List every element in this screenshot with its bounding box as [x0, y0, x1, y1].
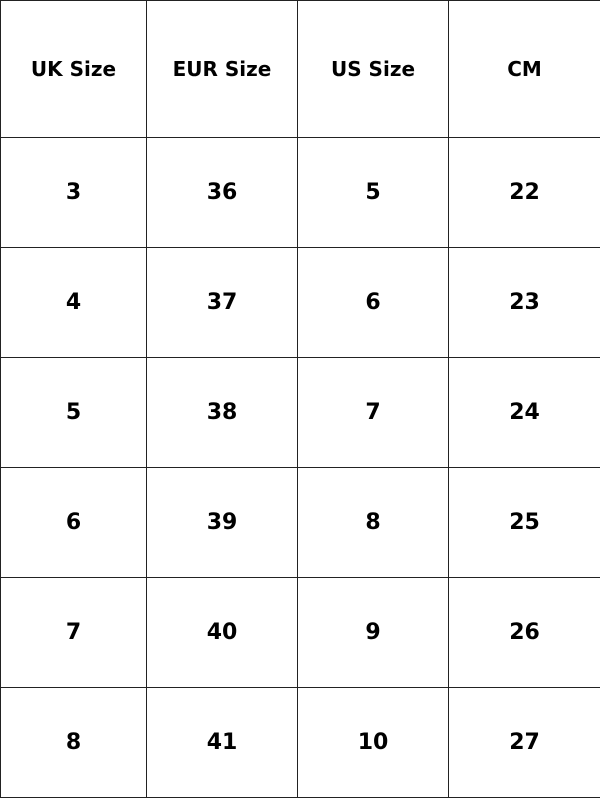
cell-uk-size: 4 — [0, 247, 147, 358]
header-cm: CM — [448, 0, 600, 138]
table-row: 4 37 6 23 — [0, 247, 600, 358]
cell-eur-size: 36 — [146, 137, 298, 248]
table-row: 5 38 7 24 — [0, 357, 600, 468]
cell-eur-size: 37 — [146, 247, 298, 358]
header-us-size: US Size — [297, 0, 449, 138]
cell-us-size: 7 — [297, 357, 449, 468]
cell-uk-size: 6 — [0, 467, 147, 578]
cell-cm: 22 — [448, 137, 600, 248]
cell-us-size: 5 — [297, 137, 449, 248]
cell-eur-size: 41 — [146, 687, 298, 798]
cell-cm: 26 — [448, 577, 600, 688]
cell-eur-size: 40 — [146, 577, 298, 688]
cell-us-size: 8 — [297, 467, 449, 578]
cell-us-size: 6 — [297, 247, 449, 358]
header-uk-size: UK Size — [0, 0, 147, 138]
cell-uk-size: 7 — [0, 577, 147, 688]
table-row: 6 39 8 25 — [0, 467, 600, 578]
cell-eur-size: 39 — [146, 467, 298, 578]
cell-cm: 27 — [448, 687, 600, 798]
cell-us-size: 9 — [297, 577, 449, 688]
cell-cm: 25 — [448, 467, 600, 578]
cell-uk-size: 3 — [0, 137, 147, 248]
table-row: 8 41 10 27 — [0, 687, 600, 798]
cell-uk-size: 8 — [0, 687, 147, 798]
table-row: 7 40 9 26 — [0, 577, 600, 688]
header-eur-size: EUR Size — [146, 0, 298, 138]
cell-cm: 23 — [448, 247, 600, 358]
cell-eur-size: 38 — [146, 357, 298, 468]
cell-uk-size: 5 — [0, 357, 147, 468]
table-row: 3 36 5 22 — [0, 137, 600, 248]
header-row: UK Size EUR Size US Size CM — [0, 0, 600, 138]
cell-us-size: 10 — [297, 687, 449, 798]
cell-cm: 24 — [448, 357, 600, 468]
